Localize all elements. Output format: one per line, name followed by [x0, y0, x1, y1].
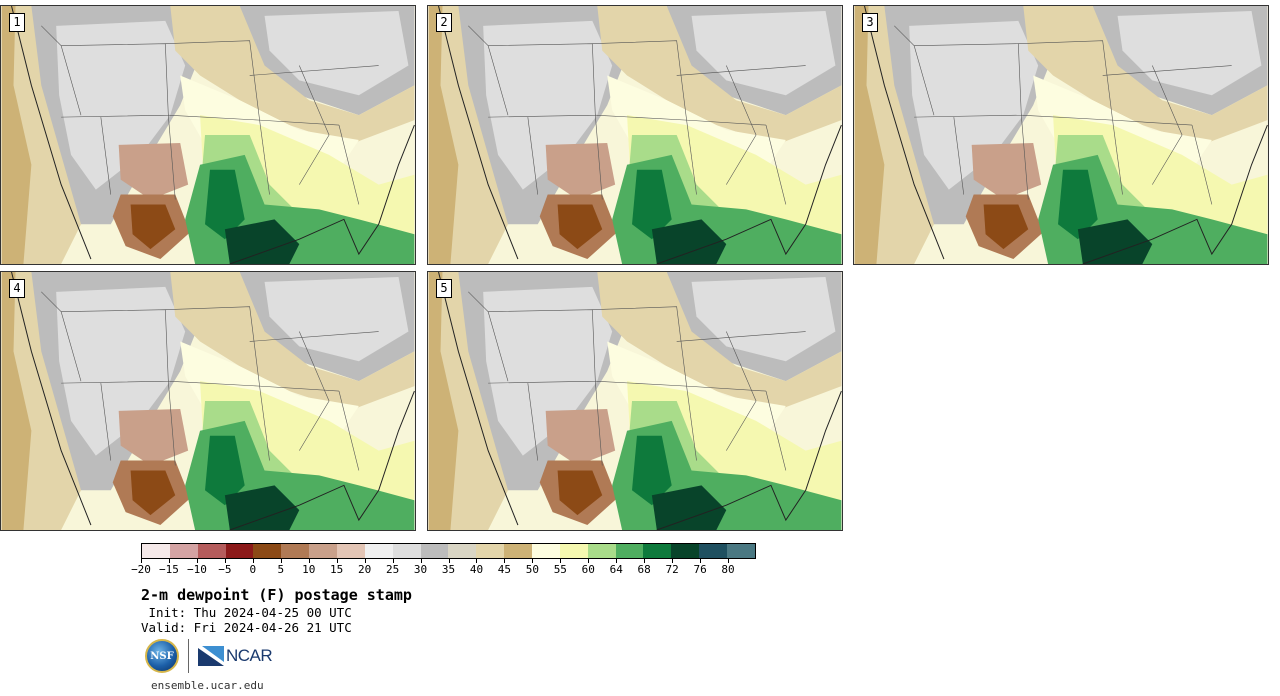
colorbar-tick [448, 559, 450, 563]
colorbar-tick-label: 35 [441, 563, 456, 576]
colorbar-tick-label: 20 [358, 563, 372, 576]
colorbar-swatch [225, 544, 254, 558]
colorbar-swatch [392, 544, 421, 558]
colorbar [141, 543, 756, 559]
map-panel-3: 3 [853, 5, 1269, 265]
nsf-logo: NSF [145, 639, 179, 673]
colorbar-swatch [559, 544, 588, 558]
ncar-mark-icon [198, 646, 224, 666]
colorbar-tick-label: 0 [249, 563, 257, 576]
colorbar-swatch [671, 544, 700, 558]
ncar-logo: NCAR [198, 646, 273, 666]
colorbar-swatch [727, 544, 755, 558]
colorbar-tick [364, 559, 366, 563]
colorbar-tick-label: 5 [277, 563, 285, 576]
colorbar-swatch [643, 544, 672, 558]
colorbar-tick [252, 559, 254, 563]
colorbar-swatch [364, 544, 393, 558]
colorbar-tick-label: 15 [330, 563, 344, 576]
dewpoint-map [428, 272, 842, 530]
colorbar-tick-label: 30 [413, 563, 428, 576]
colorbar-tick-label: 64 [609, 563, 623, 576]
colorbar-tick [224, 559, 226, 563]
colorbar-swatch [337, 544, 365, 558]
colorbar-tick [308, 559, 310, 563]
colorbar-swatch [142, 544, 170, 558]
colorbar-swatch [281, 544, 310, 558]
colorbar-tick [532, 559, 534, 563]
colorbar-tick [504, 559, 506, 563]
dewpoint-field [1, 6, 415, 264]
colorbar-tick [616, 559, 618, 563]
colorbar-tick-label: −20 [131, 563, 151, 576]
logos: NSF NCAR [145, 638, 273, 674]
colorbar-swatch [420, 544, 449, 558]
colorbar-tick [392, 559, 394, 563]
colorbar-tick [644, 559, 646, 563]
panel-label: 1 [9, 13, 25, 32]
colorbar-tick-label: 25 [385, 563, 400, 576]
colorbar-tick [700, 559, 702, 563]
init-time: Init: Thu 2024-04-25 00 UTC [141, 605, 352, 620]
logo-divider [188, 639, 189, 673]
colorbar-swatch [615, 544, 644, 558]
panel-label: 5 [436, 279, 452, 298]
dewpoint-map [854, 6, 1268, 264]
colorbar-swatch [532, 544, 560, 558]
colorbar-tick [280, 559, 282, 563]
dewpoint-map [1, 6, 415, 264]
colorbar-tick [336, 559, 338, 563]
colorbar-tick-label: 60 [581, 563, 595, 576]
colorbar-swatch [476, 544, 505, 558]
colorbar-tick-label: −5 [218, 563, 232, 576]
map-panel-1: 1 [0, 5, 416, 265]
colorbar-swatch [699, 544, 728, 558]
colorbar-tick [168, 559, 170, 563]
dewpoint-map [428, 6, 842, 264]
panel-label: 4 [9, 279, 25, 298]
colorbar-swatch [253, 544, 282, 558]
panel-label: 2 [436, 13, 452, 32]
colorbar-tick-label: 76 [693, 563, 707, 576]
panel-label: 3 [862, 13, 878, 32]
colorbar-tick-label: 45 [497, 563, 512, 576]
colorbar-tick [588, 559, 590, 563]
colorbar-swatch [309, 544, 338, 558]
colorbar-tick [476, 559, 478, 563]
colorbar-swatch [169, 544, 198, 558]
colorbar-tick [196, 559, 198, 563]
colorbar-tick-label: 72 [665, 563, 679, 576]
colorbar-tick-label: 50 [525, 563, 539, 576]
site-url: ensemble.ucar.edu [151, 679, 264, 692]
map-panel-5: 5 [427, 271, 843, 531]
colorbar-tick-label: −15 [159, 563, 179, 576]
colorbar-swatch [448, 544, 477, 558]
colorbar-tick [420, 559, 422, 563]
dewpoint-field [428, 6, 842, 264]
colorbar-swatch [587, 544, 616, 558]
dewpoint-field [428, 272, 842, 530]
colorbar-tick-label: 68 [637, 563, 651, 576]
dewpoint-field [1, 272, 415, 530]
dewpoint-map [1, 272, 415, 530]
colorbar-tick [141, 559, 142, 563]
dewpoint-field [854, 6, 1268, 264]
map-panel-2: 2 [427, 5, 843, 265]
colorbar-tick-label: 10 [302, 563, 316, 576]
colorbar-tick [672, 559, 674, 563]
colorbar-tick-label: −10 [186, 563, 207, 576]
colorbar-swatch [197, 544, 226, 558]
colorbar-ticks: −20 −15 −10 −5 0 5 10 15 20 25 30 35 40 45 50 55 60 64 68 7… [131, 559, 756, 579]
colorbar-tick-label: 55 [553, 563, 567, 576]
chart-title: 2-m dewpoint (F) postage stamp [141, 586, 412, 604]
colorbar-swatch [504, 544, 533, 558]
colorbar-tick-label: 40 [469, 563, 484, 576]
valid-time: Valid: Fri 2024-04-26 21 UTC [141, 620, 352, 635]
colorbar-tick [560, 559, 562, 563]
map-panel-4: 4 [0, 271, 416, 531]
colorbar-tick-label: 80 [721, 563, 735, 576]
colorbar-tick [728, 559, 730, 563]
